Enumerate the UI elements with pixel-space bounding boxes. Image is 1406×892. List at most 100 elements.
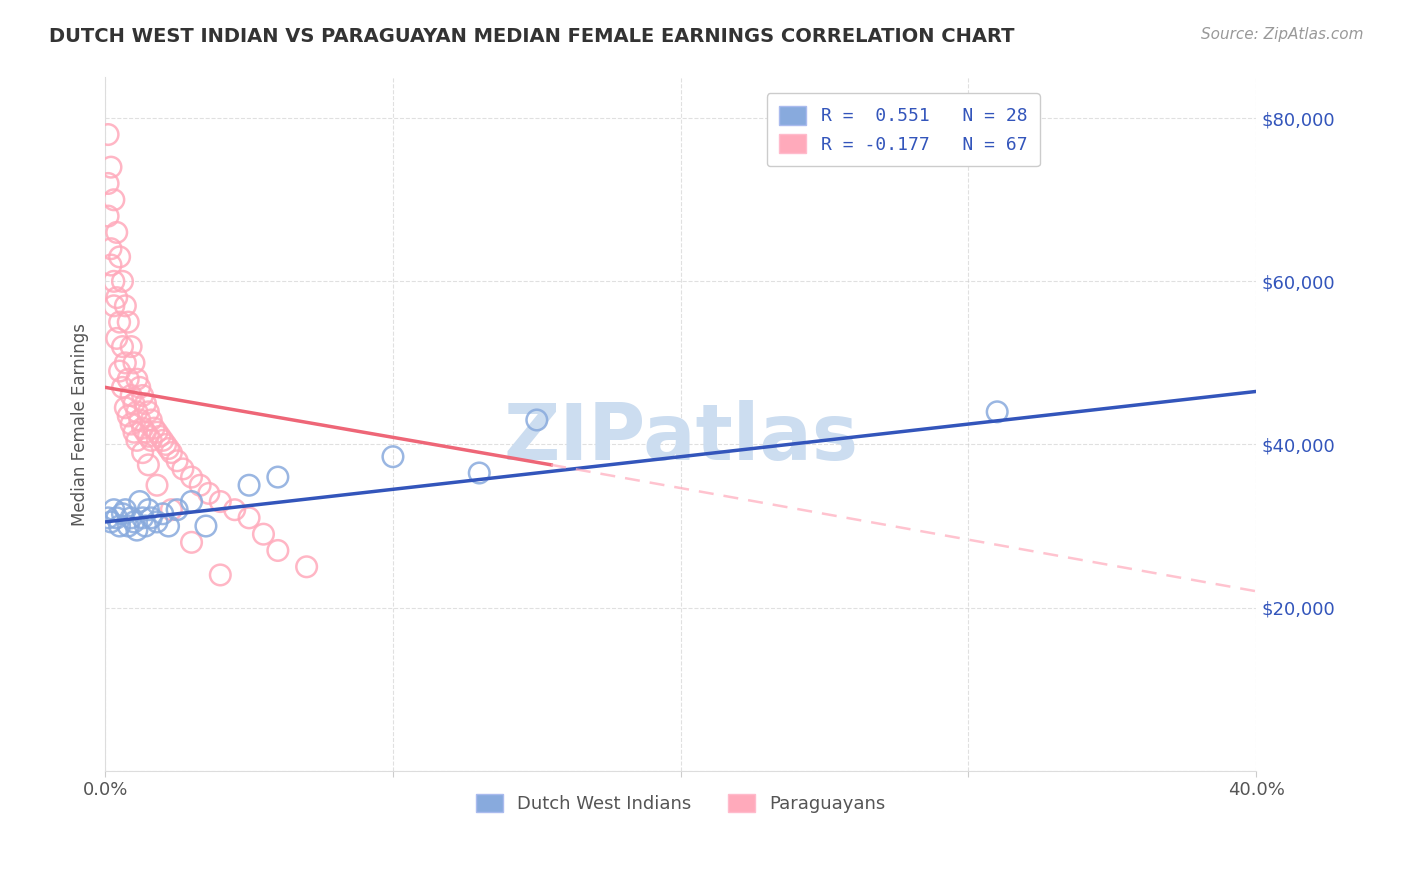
Point [209,568,232,582]
Point [172,462,194,476]
Y-axis label: Median Female Earnings: Median Female Earnings [72,323,89,525]
Point [160,502,183,516]
Point [180,470,202,484]
Point [114,502,136,516]
Point [295,559,318,574]
Point [120,511,142,525]
Point [105,291,128,305]
Point [267,543,290,558]
Point [141,511,163,525]
Point [252,527,274,541]
Point [188,478,211,492]
Point [120,417,142,431]
Point [180,494,202,508]
Point [198,486,221,500]
Point [238,511,260,525]
Point [111,507,134,521]
Point [224,502,246,516]
Point [238,478,260,492]
Point [141,413,163,427]
Point [134,519,156,533]
Point [114,299,136,313]
Point [134,425,156,440]
Point [114,401,136,415]
Point [103,193,125,207]
Point [267,470,290,484]
Point [152,434,174,448]
Point [141,434,163,448]
Point [128,413,150,427]
Point [131,421,153,435]
Legend: Dutch West Indians, Paraguayans: Dutch West Indians, Paraguayans [465,783,897,824]
Point [108,315,131,329]
Point [138,458,160,472]
Point [160,445,183,459]
Text: ZIPatlas: ZIPatlas [503,400,858,476]
Point [105,226,128,240]
Point [122,356,145,370]
Point [138,502,160,516]
Point [97,128,120,142]
Point [131,388,153,402]
Point [125,372,148,386]
Point [125,405,148,419]
Text: Source: ZipAtlas.com: Source: ZipAtlas.com [1201,27,1364,42]
Point [166,502,188,516]
Point [194,519,217,533]
Point [146,515,169,529]
Point [128,494,150,508]
Point [157,442,180,456]
Point [117,409,139,423]
Point [468,466,491,480]
Point [122,425,145,440]
Point [146,425,169,440]
Point [111,380,134,394]
Point [97,209,120,223]
Point [103,299,125,313]
Point [100,160,122,174]
Point [122,397,145,411]
Point [117,372,139,386]
Point [131,445,153,459]
Point [105,331,128,345]
Point [125,434,148,448]
Point [117,519,139,533]
Point [108,364,131,378]
Point [117,315,139,329]
Point [526,413,548,427]
Point [180,535,202,549]
Point [138,405,160,419]
Point [381,450,404,464]
Point [131,511,153,525]
Point [105,511,128,525]
Point [120,388,142,402]
Point [986,405,1008,419]
Point [122,515,145,529]
Point [209,494,232,508]
Point [138,429,160,443]
Point [114,356,136,370]
Point [120,340,142,354]
Point [100,515,122,529]
Point [166,454,188,468]
Point [111,340,134,354]
Text: DUTCH WEST INDIAN VS PARAGUAYAN MEDIAN FEMALE EARNINGS CORRELATION CHART: DUTCH WEST INDIAN VS PARAGUAYAN MEDIAN F… [49,27,1015,45]
Point [125,523,148,537]
Point [143,421,166,435]
Point [155,437,177,451]
Point [157,519,180,533]
Point [108,250,131,264]
Point [149,429,172,443]
Point [111,274,134,288]
Point [103,502,125,516]
Point [100,242,122,256]
Point [152,507,174,521]
Point [97,177,120,191]
Point [100,258,122,272]
Point [128,380,150,394]
Point [134,397,156,411]
Point [108,519,131,533]
Point [103,274,125,288]
Point [97,511,120,525]
Point [146,478,169,492]
